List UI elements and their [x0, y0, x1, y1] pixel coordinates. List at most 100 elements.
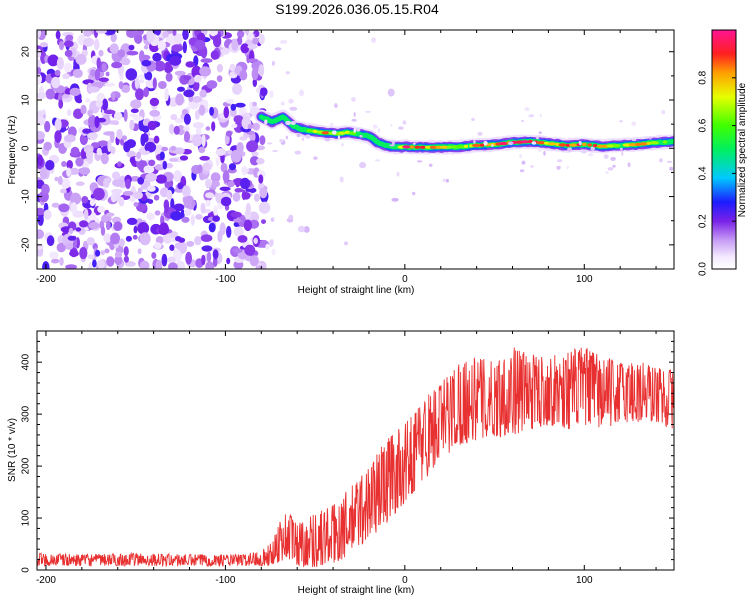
- noise-blob: [103, 114, 110, 120]
- noise-blob: [41, 183, 50, 195]
- noise-blob: [216, 75, 223, 83]
- noise-blob: [37, 67, 42, 75]
- ridge-speckle: [313, 156, 318, 160]
- ridge-speckle: [396, 171, 400, 177]
- noise-blob: [121, 135, 127, 141]
- noise-blob: [43, 209, 52, 220]
- spectrogram-y-axis: -20 -10 0 10 20: [21, 46, 674, 270]
- noise-blob: [191, 200, 196, 207]
- ridge-core: [498, 141, 509, 146]
- spectrogram-y-tick-label: 20: [21, 46, 32, 58]
- ridge-speckle: [290, 121, 296, 125]
- noise-blob: [94, 68, 101, 81]
- noise-blob: [259, 135, 266, 146]
- noise-blob: [165, 72, 173, 82]
- noise-blob: [226, 257, 231, 265]
- noise-blob: [164, 88, 169, 102]
- noise-blob: [170, 114, 178, 121]
- noise-blob: [239, 177, 251, 190]
- noise-blob: [250, 155, 260, 166]
- noise-blob: [117, 161, 122, 167]
- noise-blob: [65, 264, 77, 269]
- noise-blob: [120, 57, 131, 66]
- noise-blob: [83, 37, 95, 47]
- spectrogram-y-label: Frequency (Hz): [7, 116, 18, 185]
- noise-blob: [194, 236, 202, 246]
- noise-blob: [139, 260, 150, 269]
- noise-blob: [70, 146, 80, 156]
- noise-blob: [56, 57, 64, 70]
- ridge-speckle: [607, 167, 614, 171]
- noise-blob: [206, 80, 218, 89]
- ridge-speckle: [521, 119, 525, 123]
- noise-blob: [123, 255, 129, 263]
- noise-blob: [46, 235, 55, 247]
- snr-x-tick-label: 0: [402, 575, 408, 586]
- noise-blob: [54, 69, 61, 76]
- noise-blob: [165, 162, 174, 169]
- noise-blob: [105, 71, 110, 77]
- noise-blob: [137, 177, 145, 185]
- noise-blob: [241, 192, 251, 200]
- noise-blob: [220, 47, 230, 55]
- ridge-core: [419, 145, 426, 149]
- noise-blob: [37, 92, 47, 100]
- ridge-speckle: [390, 124, 393, 127]
- snr-y-tick-label: 0: [21, 567, 32, 573]
- ridge-speckle: [267, 142, 273, 145]
- noise-blob: [137, 222, 150, 235]
- noise-blob: [182, 41, 187, 54]
- noise-blob: [68, 227, 74, 234]
- noise-blob: [128, 44, 135, 51]
- noise-blob: [49, 251, 59, 260]
- noise-blob: [56, 242, 66, 253]
- spectrogram-x-tick-label: 100: [576, 274, 593, 285]
- noise-blob: [125, 235, 132, 242]
- noise-blob: [168, 262, 178, 269]
- noise-blob: [230, 103, 237, 111]
- noise-blob: [54, 176, 59, 182]
- noise-blob: [177, 182, 184, 190]
- noise-blob: [39, 167, 48, 180]
- noise-blob: [201, 134, 206, 147]
- noise-blob: [37, 116, 46, 126]
- noise-blob: [261, 219, 266, 225]
- noise-blob: [174, 33, 184, 44]
- noise-blob: [215, 156, 220, 167]
- noise-blob: [105, 220, 111, 231]
- noise-blob: [246, 140, 259, 153]
- noise-blob: [81, 196, 89, 204]
- noise-blob: [155, 174, 167, 184]
- noise-blob: [351, 97, 356, 102]
- ridge-speckle: [528, 114, 535, 118]
- ridge-speckle: [473, 139, 476, 144]
- ridge-core: [536, 141, 546, 145]
- noise-blob: [69, 250, 79, 257]
- noise-blob: [92, 259, 97, 268]
- ridge-speckle: [264, 119, 268, 125]
- noise-blob: [114, 251, 123, 258]
- noise-blob: [72, 68, 83, 78]
- noise-blob: [60, 188, 67, 194]
- noise-blob: [153, 135, 160, 144]
- ridge-core: [528, 139, 533, 144]
- noise-blob: [117, 49, 126, 58]
- noise-blob: [251, 67, 259, 81]
- noise-blob: [183, 113, 191, 125]
- ridge-speckle: [413, 142, 416, 145]
- noise-blob: [80, 104, 87, 115]
- noise-blob: [231, 39, 239, 51]
- noise-blob: [70, 202, 78, 214]
- snr-x-tick-label: 100: [576, 575, 593, 586]
- noise-blob: [137, 248, 142, 255]
- noise-blob: [97, 140, 109, 147]
- noise-blob: [68, 167, 80, 175]
- noise-blob: [265, 243, 270, 250]
- noise-blob: [177, 86, 185, 92]
- noise-blob: [59, 257, 64, 266]
- noise-blob: [154, 210, 161, 216]
- noise-blob: [44, 120, 51, 133]
- colorbar-label: Normalized spectral amplitude: [737, 82, 748, 217]
- noise-blob: [104, 82, 116, 87]
- noise-blob: [164, 204, 169, 213]
